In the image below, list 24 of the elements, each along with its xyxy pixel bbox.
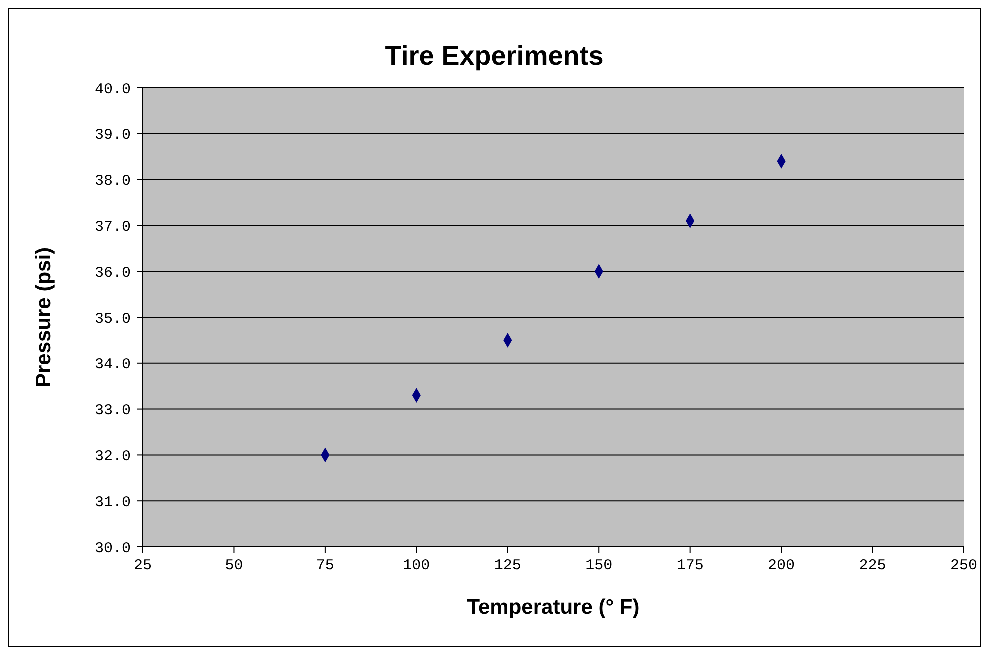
x-tick-label: 50 xyxy=(225,558,244,575)
x-tick-label: 200 xyxy=(768,558,796,575)
y-tick-label: 37.0 xyxy=(94,219,131,236)
y-tick-label: 33.0 xyxy=(94,402,131,420)
x-tick-label: 150 xyxy=(586,558,613,575)
y-tick-label: 35.0 xyxy=(94,310,131,328)
x-tick-label: 25 xyxy=(134,558,152,575)
y-tick-label: 30.0 xyxy=(94,540,131,558)
y-tick-label: 32.0 xyxy=(94,448,131,466)
y-tick-label: 39.0 xyxy=(94,127,131,144)
x-tick-label: 175 xyxy=(676,558,704,575)
x-axis-title: Temperature (° F) xyxy=(467,596,640,619)
y-tick-label: 40.0 xyxy=(94,81,131,98)
x-tick-label: 100 xyxy=(403,558,430,575)
x-tick-label: 75 xyxy=(316,558,334,575)
y-tick-label: 34.0 xyxy=(94,356,131,374)
x-tick-label: 125 xyxy=(494,558,522,575)
y-tick-label: 38.0 xyxy=(94,173,131,190)
y-tick-label: 31.0 xyxy=(94,494,131,512)
y-axis-title: Pressure (psi) xyxy=(32,247,56,388)
x-tick-label: 225 xyxy=(859,558,886,575)
y-tick-label: 36.0 xyxy=(94,264,131,282)
chart-title: Tire Experiments xyxy=(384,41,605,72)
x-tick-label: 250 xyxy=(950,558,978,575)
